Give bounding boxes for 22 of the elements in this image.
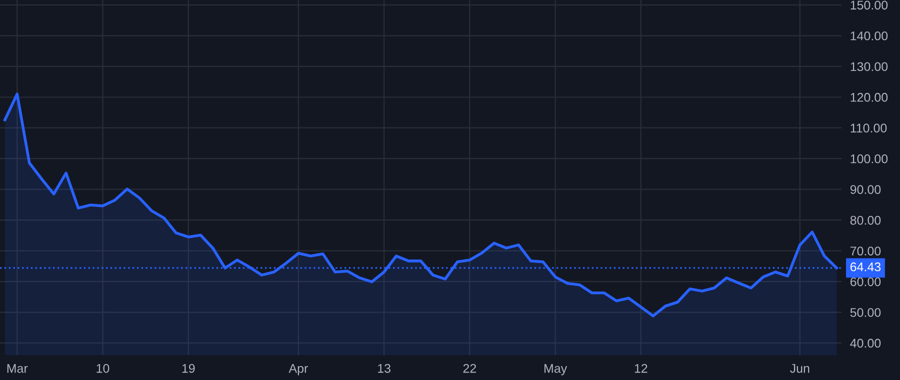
y-tick-label: 120.00 xyxy=(850,92,888,102)
y-tick-label: 80.00 xyxy=(850,216,881,225)
y-tick-label: 40.00 xyxy=(850,338,881,348)
y-tick-label: 130.00 xyxy=(850,62,888,72)
y-tick-label: 100.00 xyxy=(850,154,888,164)
y-tick-label: 140.00 xyxy=(850,31,888,40)
x-tick-label: 10 xyxy=(96,364,110,373)
x-tick-label: 12 xyxy=(634,364,648,373)
y-tick-label: 150.00 xyxy=(850,0,888,10)
x-tick-label: 13 xyxy=(378,364,390,373)
y-tick-label: 50.00 xyxy=(850,308,881,317)
x-tick-label: May xyxy=(544,364,568,376)
x-tick-label: 19 xyxy=(182,364,195,373)
x-tick-label: Apr xyxy=(288,364,308,376)
y-tick-label: 90.00 xyxy=(850,185,881,194)
x-tick-label: Mar xyxy=(7,364,28,373)
x-tick-label: Jun xyxy=(790,364,810,373)
y-tick-label: 70.00 xyxy=(850,246,881,256)
ref-line-label: 64.43 xyxy=(850,262,881,272)
y-tick-label: 60.00 xyxy=(850,277,881,286)
x-tick-label: 22 xyxy=(463,364,476,373)
y-tick-label: 110.00 xyxy=(850,124,887,133)
